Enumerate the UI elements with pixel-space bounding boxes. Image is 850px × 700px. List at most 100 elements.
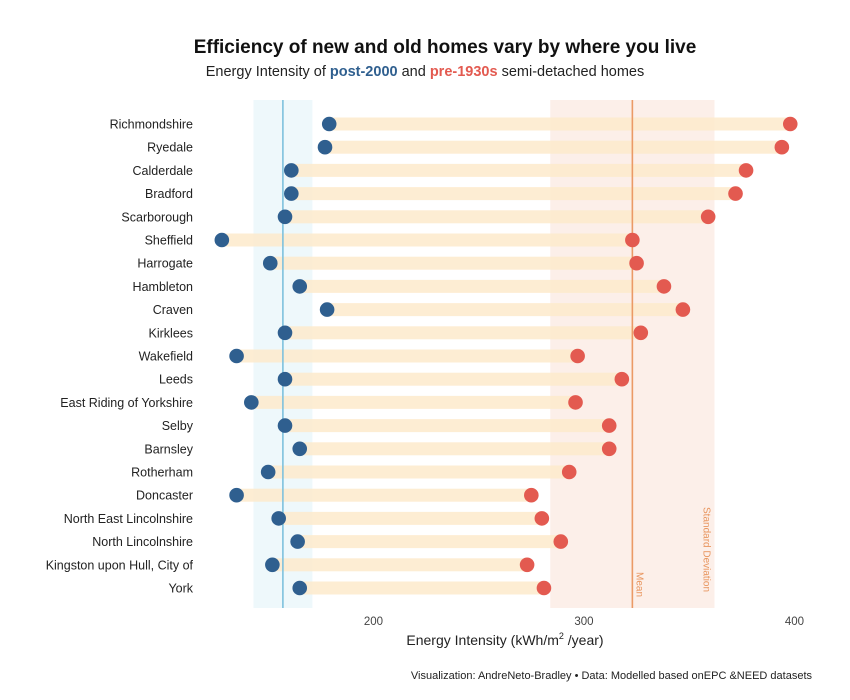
range-bar — [221, 233, 633, 247]
point-pre-1930s — [782, 116, 798, 132]
point-pre-1930s — [534, 511, 550, 526]
point-pre-1930s — [524, 487, 539, 503]
point-post-2000 — [229, 348, 244, 364]
point-post-2000 — [262, 255, 278, 271]
range-bar — [299, 442, 610, 456]
point-pre-1930s — [738, 163, 754, 178]
range-bar — [251, 395, 576, 409]
range-bar — [299, 279, 664, 293]
category-label: Rotherham — [131, 466, 193, 480]
category-label: York — [168, 582, 193, 596]
point-post-2000 — [277, 209, 293, 225]
point-post-2000 — [277, 418, 293, 433]
point-pre-1930s — [519, 557, 535, 573]
category-label: Leeds — [159, 373, 193, 387]
category-label: Richmondshire — [110, 118, 193, 132]
point-pre-1930s — [601, 441, 617, 457]
point-pre-1930s — [570, 348, 585, 364]
point-post-2000 — [277, 325, 293, 341]
point-post-2000 — [260, 464, 276, 480]
subtitle-prefix: Energy Intensity of — [206, 64, 330, 80]
sd-label: Standard Deviation — [700, 507, 711, 592]
point-post-2000 — [284, 186, 299, 201]
category-label: Kirklees — [149, 326, 193, 340]
category-label: Bradford — [145, 187, 193, 201]
category-label: Barnsley — [144, 442, 193, 456]
range-bar — [272, 558, 528, 572]
point-post-2000 — [277, 371, 293, 387]
point-post-2000 — [271, 511, 286, 526]
point-pre-1930s — [553, 534, 569, 549]
range-bar — [297, 535, 561, 549]
range-bar — [285, 419, 610, 433]
category-label: Calderdale — [133, 164, 194, 178]
x-tick-label: 400 — [785, 616, 804, 628]
range-bar — [327, 303, 683, 317]
point-pre-1930s — [625, 232, 640, 248]
point-post-2000 — [317, 139, 333, 155]
point-post-2000 — [229, 487, 244, 503]
point-pre-1930s — [568, 395, 583, 410]
category-label: Wakefield — [139, 350, 193, 364]
point-post-2000 — [292, 580, 308, 596]
range-bar — [278, 511, 542, 525]
range-bar — [325, 140, 782, 154]
point-pre-1930s — [700, 209, 716, 225]
range-bar — [285, 326, 641, 340]
category-label: Kingston upon Hull, City of — [46, 558, 194, 572]
subtitle-series-pre: pre-1930s — [430, 64, 498, 80]
range-bar — [268, 465, 570, 479]
subtitle-suffix: semi-detached homes — [498, 64, 645, 80]
subtitle-middle: and — [398, 64, 430, 80]
x-axis-title: Energy Intensity (kWh/m2 /year) — [406, 631, 603, 648]
point-pre-1930s — [656, 279, 672, 294]
point-pre-1930s — [629, 255, 644, 271]
chart-title: Efficiency of new and old homes vary by … — [194, 37, 697, 58]
point-pre-1930s — [774, 139, 790, 155]
range-bars — [221, 117, 791, 595]
point-pre-1930s — [536, 580, 552, 596]
range-bar — [285, 372, 622, 386]
x-tick-label: 200 — [364, 616, 383, 628]
x-axis-ticks: 200 300 400 — [364, 616, 804, 628]
category-label: Hambleton — [133, 280, 193, 294]
chart-subtitle: Energy Intensity of post-2000 and pre-19… — [206, 64, 644, 80]
category-label: North Lincolnshire — [92, 535, 193, 549]
category-label: North East Lincolnshire — [64, 512, 193, 526]
category-label: Harrogate — [137, 257, 193, 271]
range-bar — [291, 187, 736, 201]
category-label: Craven — [153, 303, 193, 317]
mean-label: Mean — [633, 572, 644, 597]
category-label: Ryedale — [147, 141, 193, 155]
category-label: Selby — [162, 419, 194, 433]
category-labels: Richmondshire Ryedale Calderdale Bradford Sc… — [46, 118, 194, 596]
point-post-2000 — [292, 441, 308, 457]
point-post-2000 — [265, 557, 280, 573]
point-pre-1930s — [675, 302, 691, 317]
category-label: Doncaster — [136, 489, 193, 503]
category-label: East Riding of Yorkshire — [60, 396, 193, 410]
point-post-2000 — [321, 116, 337, 132]
category-label: Scarborough — [121, 210, 193, 224]
range-bar — [291, 163, 747, 177]
range-bar — [236, 349, 578, 363]
x-tick-label: 300 — [574, 616, 593, 628]
chart-caption: Visualization: AndreNeto-Bradley • Data:… — [411, 670, 813, 682]
category-label: Sheffield — [145, 234, 193, 248]
range-bar — [270, 256, 637, 270]
point-post-2000 — [244, 395, 259, 410]
range-bar — [329, 117, 791, 131]
point-post-2000 — [214, 232, 230, 248]
point-pre-1930s — [728, 186, 743, 201]
point-post-2000 — [290, 534, 305, 549]
point-pre-1930s — [633, 325, 649, 341]
range-bar — [299, 581, 544, 595]
point-pre-1930s — [601, 418, 617, 433]
point-post-2000 — [319, 302, 335, 317]
point-post-2000 — [292, 279, 308, 294]
point-pre-1930s — [561, 464, 577, 480]
range-bar — [236, 488, 532, 502]
data-points — [214, 116, 798, 596]
point-pre-1930s — [614, 371, 630, 387]
